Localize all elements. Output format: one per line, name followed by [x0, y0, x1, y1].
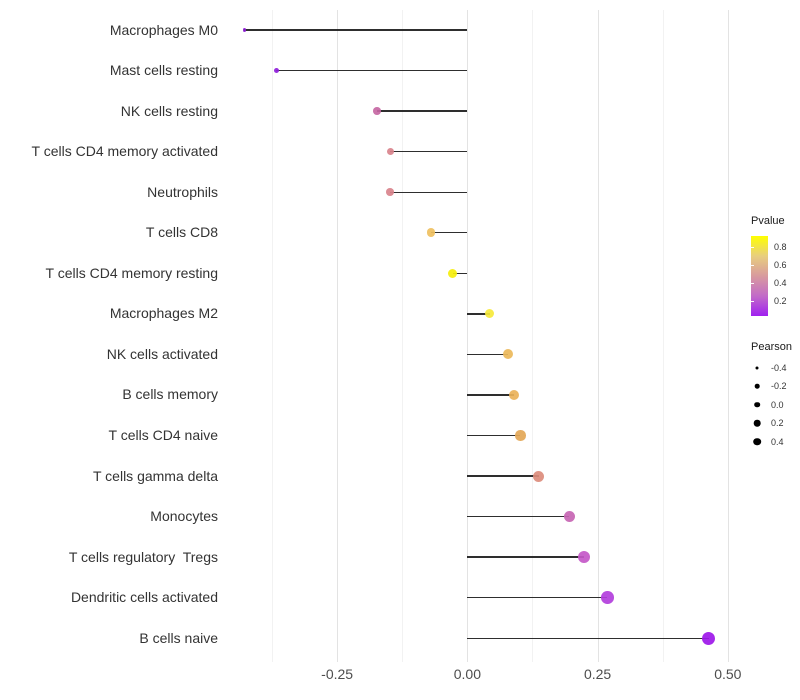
lollipop-segment — [467, 353, 508, 356]
pearson-size-dot — [754, 384, 760, 389]
lollipop-segment — [467, 597, 608, 599]
category-label: Dendritic cells activated — [70, 589, 218, 606]
pearson-size-label: -0.4 — [771, 363, 787, 373]
category-label: Macrophages M0 — [109, 21, 218, 38]
lollipop-segment — [467, 313, 490, 315]
lollipop-segment — [276, 69, 468, 72]
pvalue-tick-label: 0.6 — [774, 260, 787, 270]
gridline-major — [467, 10, 469, 662]
category-label: T cells CD8 — [145, 224, 218, 241]
lollipop-segment — [452, 272, 468, 274]
lollipop-dot — [601, 591, 614, 604]
lollipop-segment — [430, 232, 468, 234]
category-label: Monocytes — [150, 508, 218, 525]
gridline-minor — [532, 10, 534, 662]
plot-panel — [222, 10, 732, 662]
x-tick-label: -0.25 — [321, 666, 354, 682]
lollipop-dot — [373, 107, 382, 115]
gridline-major — [727, 10, 729, 662]
lollipop-dot — [485, 309, 495, 319]
lollipop-dot — [242, 28, 247, 32]
pearson-size-dot — [755, 366, 759, 370]
lollipop-dot — [502, 349, 513, 360]
gradient-tick-mark — [751, 283, 754, 284]
category-label: B cells memory — [122, 386, 218, 403]
lollipop-segment — [467, 475, 539, 477]
lollipop-segment — [467, 394, 515, 396]
x-tick-label: 0.25 — [583, 666, 612, 682]
gradient-tick-mark — [751, 301, 754, 302]
lollipop-dot — [515, 430, 526, 441]
category-label: Macrophages M2 — [109, 305, 218, 322]
gridline-major — [597, 10, 599, 662]
pearson-size-label: 0.0 — [771, 399, 784, 410]
pvalue-tick-label: 0.8 — [774, 242, 787, 252]
category-label: Neutrophils — [147, 183, 218, 200]
pearson-size-dot — [753, 419, 761, 427]
pvalue-gradient-bar — [751, 236, 768, 316]
lollipop-segment — [467, 637, 709, 639]
x-tick-label: 0.00 — [453, 666, 481, 682]
lollipop-segment — [390, 191, 468, 193]
lollipop-dot — [563, 511, 576, 523]
pvalue-tick-label: 0.2 — [774, 296, 787, 306]
category-label: NK cells activated — [106, 345, 218, 362]
gradient-tick-mark — [751, 265, 754, 266]
lollipop-segment — [467, 515, 570, 518]
gradient-tick-mark — [751, 247, 754, 248]
lollipop-dot — [426, 228, 436, 238]
pvalue-legend-title: Pvalue — [751, 215, 785, 227]
category-label: T cells gamma delta — [92, 467, 218, 484]
lollipop-segment — [390, 150, 468, 153]
pearson-size-label: 0.4 — [771, 436, 784, 447]
category-label: T cells CD4 memory activated — [31, 143, 218, 160]
lollipop-dot — [533, 470, 545, 482]
pearson-size-dot — [753, 437, 761, 446]
category-label: T cells CD4 memory resting — [45, 264, 218, 281]
lollipop-dot — [386, 188, 395, 197]
lollipop-dot — [448, 268, 458, 278]
gridline-minor — [662, 10, 664, 662]
category-label: Mast cells resting — [109, 62, 218, 79]
category-label: T cells CD4 naive — [108, 427, 218, 443]
gridline-major — [337, 10, 339, 662]
category-label: B cells naive — [139, 629, 218, 646]
lollipop-segment — [467, 434, 521, 437]
lollipop-dot — [386, 147, 394, 156]
lollipop-segment — [244, 29, 468, 31]
lollipop-dot — [273, 67, 279, 74]
category-label: NK cells resting — [120, 102, 218, 119]
gridline-minor — [402, 10, 404, 662]
lollipop-segment — [377, 110, 468, 112]
x-tick-label: 0.50 — [714, 666, 742, 682]
pvalue-tick-label: 0.4 — [774, 278, 787, 288]
lollipop-dot — [509, 389, 520, 400]
lollipop-segment — [467, 556, 585, 558]
category-label: T cells regulatory Tregs — [68, 548, 218, 565]
pearson-size-dot — [754, 402, 760, 408]
lollipop-dot — [578, 551, 591, 564]
gridline-minor — [272, 10, 273, 662]
lollipop-dot — [701, 631, 716, 645]
pearson-size-label: 0.2 — [771, 418, 784, 429]
pearson-size-label: -0.2 — [771, 381, 787, 392]
pearson-legend-title: Pearson — [751, 341, 792, 353]
